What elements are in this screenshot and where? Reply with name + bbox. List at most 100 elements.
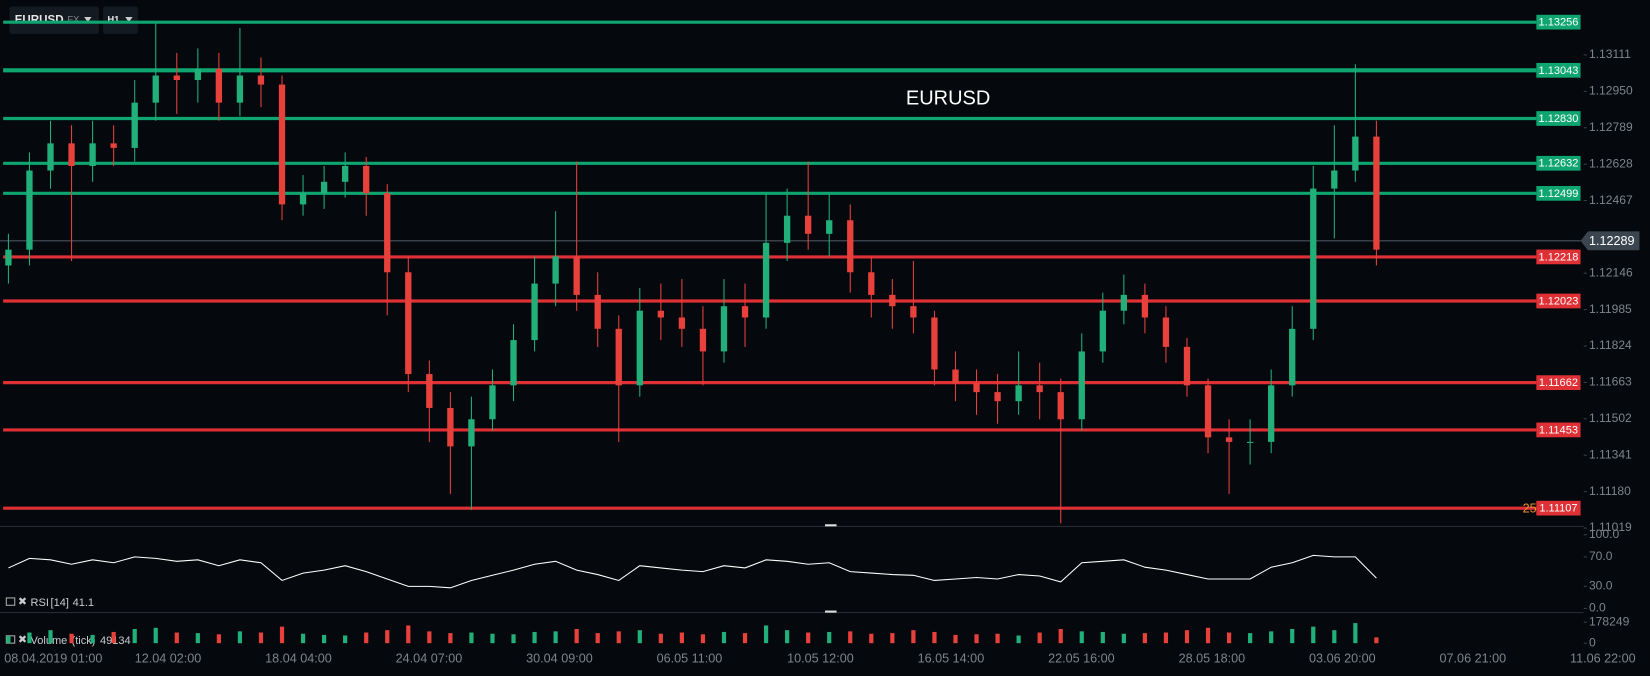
volume-bar	[1184, 630, 1190, 644]
level-tag	[1536, 500, 1581, 516]
level-label: 1.12499	[1539, 188, 1579, 200]
y-tick-label: 1.12467	[1589, 193, 1633, 207]
volume-bar	[658, 633, 663, 644]
level-label: 1.13256	[1539, 17, 1579, 29]
y-tick-label: 1.11824	[1589, 338, 1632, 352]
candle-body	[47, 143, 54, 171]
x-tick-label: 30.04 09:00	[526, 651, 593, 665]
candle-body	[320, 181, 328, 194]
chart-title: EURUSD	[906, 87, 990, 109]
candle-body	[573, 256, 580, 295]
volume-bar	[90, 634, 95, 644]
candle-body	[26, 170, 33, 250]
volume-bar	[1016, 635, 1021, 644]
candle-body	[868, 272, 875, 295]
y-tick-label: 1.11985	[1589, 302, 1632, 316]
volume-bar	[1100, 631, 1105, 644]
icon[interactable]	[5, 597, 16, 606]
candle-body	[236, 75, 244, 103]
volume-bar	[364, 632, 369, 644]
volume-bar	[385, 630, 390, 644]
level-label: 1.12023	[1539, 295, 1579, 307]
candle-body	[889, 294, 896, 307]
volume-bar	[1311, 626, 1316, 644]
volume-bar	[132, 628, 137, 644]
candle-body	[1246, 441, 1254, 443]
candle-body	[931, 317, 938, 370]
candle-body	[994, 392, 1001, 402]
volume-bar	[490, 633, 495, 644]
candle-body	[1331, 170, 1338, 189]
indicator-params: (tick)	[72, 635, 96, 647]
candle-body	[531, 283, 538, 341]
candle-body	[152, 75, 159, 103]
candle-body	[363, 165, 370, 194]
level-label: 1.12218	[1539, 251, 1579, 263]
candle-body	[194, 68, 201, 81]
y-tick-label: 1.13111	[1589, 47, 1631, 61]
candle-body	[847, 220, 854, 273]
level-label: 1.12632	[1539, 158, 1579, 170]
volume-bar	[111, 631, 116, 644]
volume-bar	[1058, 628, 1063, 644]
candle-body	[131, 102, 138, 148]
y-tick-label: 100.0	[1589, 527, 1620, 541]
volume-bar	[1121, 633, 1126, 644]
level-label: 1.12830	[1539, 113, 1579, 125]
candle-body	[1310, 188, 1317, 329]
volume-bar	[448, 633, 453, 644]
icon[interactable]: ✖	[18, 634, 27, 646]
level-label: 1.11662	[1539, 377, 1578, 389]
volume-bar	[511, 634, 516, 644]
candle-body	[215, 68, 223, 103]
candle-body	[447, 407, 454, 447]
level-tag	[1536, 375, 1581, 390]
candle-body	[1373, 136, 1380, 250]
volume-bar	[974, 634, 979, 644]
indicator-name: RSI	[31, 597, 49, 609]
volume-bar	[742, 633, 748, 644]
x-tick-label: 03.06 20:00	[1309, 651, 1376, 665]
x-tick-label: 18.04 04:00	[265, 651, 332, 665]
volume-bar	[6, 636, 11, 644]
level-label: 1.13043	[1539, 65, 1579, 77]
volume-bar	[195, 633, 200, 644]
candle-body	[826, 220, 833, 234]
volume-bar	[721, 631, 727, 644]
timeframe: H1	[107, 15, 119, 26]
candle-body	[426, 374, 433, 408]
candle-body	[1268, 385, 1275, 442]
volume-bar	[763, 625, 769, 644]
candle-body	[1352, 136, 1359, 171]
timeframe-selector[interactable]	[103, 6, 138, 34]
level-tag	[1536, 422, 1581, 438]
volume-bar	[279, 626, 285, 644]
icon[interactable]: ✖	[18, 596, 27, 608]
candle-body	[615, 328, 622, 386]
candle-body	[657, 310, 664, 318]
volume-bar	[785, 630, 790, 644]
volume-bar	[574, 628, 579, 644]
level-tag	[1536, 14, 1581, 30]
volume-bar	[679, 632, 684, 644]
volume-bar	[1163, 632, 1169, 644]
y-tick-label: 0	[1589, 635, 1596, 649]
y-tick-label: 1.11341	[1589, 447, 1632, 461]
y-tick-label: 1.11663	[1589, 375, 1632, 389]
candle-body	[783, 215, 791, 243]
level-label: 1.11107	[1539, 503, 1577, 515]
x-tick-label: 07.06 21:00	[1440, 651, 1507, 665]
candle-body	[1036, 385, 1043, 393]
candle-body	[594, 294, 601, 329]
candle-body	[89, 143, 96, 166]
candle-body	[720, 306, 728, 352]
candle-body	[5, 249, 12, 266]
y-tick-label: 70.0	[1589, 549, 1613, 563]
volume-bar	[48, 630, 53, 644]
indicator-params: [14]	[51, 597, 69, 609]
dropdown-arrow	[125, 17, 133, 23]
x-tick-label: 06.05 11:00	[657, 651, 723, 665]
volume-bar	[300, 633, 306, 644]
symbol-selector[interactable]	[9, 6, 99, 34]
